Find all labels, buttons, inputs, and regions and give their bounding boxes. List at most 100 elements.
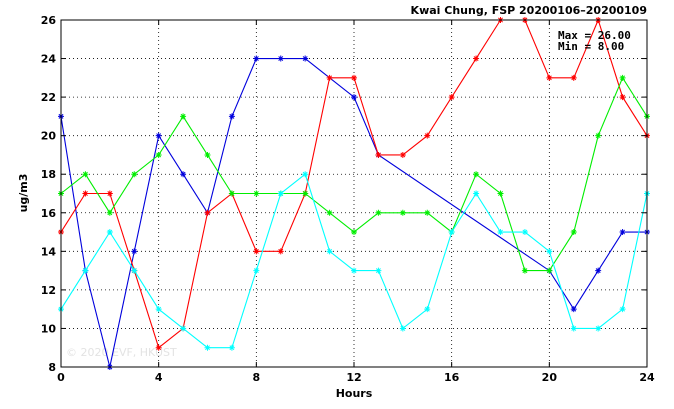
data-point <box>253 55 260 62</box>
watermark: © 2020 EVF, HKUST <box>66 346 177 359</box>
series <box>58 74 650 274</box>
data-point <box>180 113 187 120</box>
ticks: 0 4 8 12 16 20 24 8 10 12 14 16 18 20 22 24 26 <box>41 14 655 384</box>
data-point <box>619 94 626 101</box>
x-tick-label: 4 <box>155 371 163 384</box>
data-point <box>595 325 602 332</box>
data-point <box>277 55 284 62</box>
y-tick-label: 16 <box>41 207 57 220</box>
y-tick-label: 22 <box>41 91 56 104</box>
series-line <box>60 58 647 368</box>
data-point <box>106 229 113 236</box>
data-point <box>570 229 577 236</box>
data-point <box>277 190 284 197</box>
data-point <box>155 132 162 139</box>
x-tick-label: 8 <box>253 371 261 384</box>
data-point <box>399 209 406 216</box>
data-point <box>375 151 382 158</box>
data-point <box>546 267 553 274</box>
data-point <box>473 171 480 178</box>
y-tick-label: 20 <box>41 130 57 143</box>
data-point <box>155 151 162 158</box>
data-point <box>448 229 455 236</box>
data-point <box>326 248 333 255</box>
chart-title: Kwai Chung, FSP 20200106–20200109 <box>411 4 647 17</box>
data-point <box>570 325 577 332</box>
data-point <box>106 190 113 197</box>
data-point <box>619 306 626 313</box>
data-point <box>106 209 113 216</box>
data-point <box>424 306 431 313</box>
data-point <box>351 267 357 274</box>
data-point <box>131 267 138 274</box>
data-point <box>521 267 528 274</box>
data-point <box>546 74 553 81</box>
y-axis-label: ug/m3 <box>17 174 30 213</box>
x-axis-label: Hours <box>336 387 373 400</box>
data-point <box>277 248 284 255</box>
data-point <box>399 151 406 158</box>
data-point <box>253 190 260 197</box>
data-point <box>204 344 211 351</box>
data-point <box>473 190 480 197</box>
data-point <box>131 248 138 255</box>
data-point <box>253 248 260 255</box>
x-tick-label: 24 <box>639 371 655 384</box>
data-point <box>155 344 162 351</box>
data-point <box>570 306 577 313</box>
max-label: Max = 26.00 <box>558 29 631 42</box>
x-tick-label: 16 <box>444 371 460 384</box>
data-point <box>375 209 382 216</box>
data-point <box>497 229 504 236</box>
x-tick-label: 0 <box>57 371 65 384</box>
data-point <box>351 229 357 236</box>
data-point <box>326 74 333 81</box>
data-point <box>570 74 577 81</box>
x-tick-label: 12 <box>346 371 361 384</box>
data-point <box>351 74 357 81</box>
data-point <box>351 94 357 101</box>
data-point <box>497 190 504 197</box>
data-point <box>82 267 89 274</box>
data-point <box>595 267 602 274</box>
y-tick-label: 14 <box>41 245 57 258</box>
data-point <box>180 325 187 332</box>
data-point <box>326 209 333 216</box>
data-point <box>619 229 626 236</box>
y-tick-label: 26 <box>41 14 57 27</box>
data-point <box>302 171 309 178</box>
data-point <box>228 344 235 351</box>
y-tick-label: 18 <box>41 168 56 181</box>
data-point <box>619 74 626 81</box>
data-point <box>546 248 553 255</box>
data-point <box>82 171 89 178</box>
data-point <box>521 229 528 236</box>
data-point <box>180 171 187 178</box>
data-point <box>302 55 309 62</box>
y-tick-label: 10 <box>41 322 57 335</box>
data-point <box>399 325 406 332</box>
data-point <box>204 209 211 216</box>
series-line <box>60 76 648 272</box>
data-point <box>424 209 431 216</box>
data-point <box>131 171 138 178</box>
data-point <box>302 190 309 197</box>
data-point <box>228 113 235 120</box>
data-point <box>228 190 235 197</box>
data-point <box>253 267 260 274</box>
data-point <box>204 151 211 158</box>
data-point <box>375 267 382 274</box>
data-point <box>473 55 480 62</box>
data-point <box>448 94 455 101</box>
min-label: Min = 8.00 <box>558 40 624 53</box>
y-tick-label: 24 <box>41 53 57 66</box>
x-tick-label: 20 <box>542 371 558 384</box>
data-point <box>424 132 431 139</box>
data-point <box>595 132 602 139</box>
series-group <box>58 17 650 370</box>
data-point <box>155 306 162 313</box>
y-tick-label: 12 <box>41 284 56 297</box>
data-point <box>82 190 89 197</box>
y-tick-label: 8 <box>48 361 56 374</box>
